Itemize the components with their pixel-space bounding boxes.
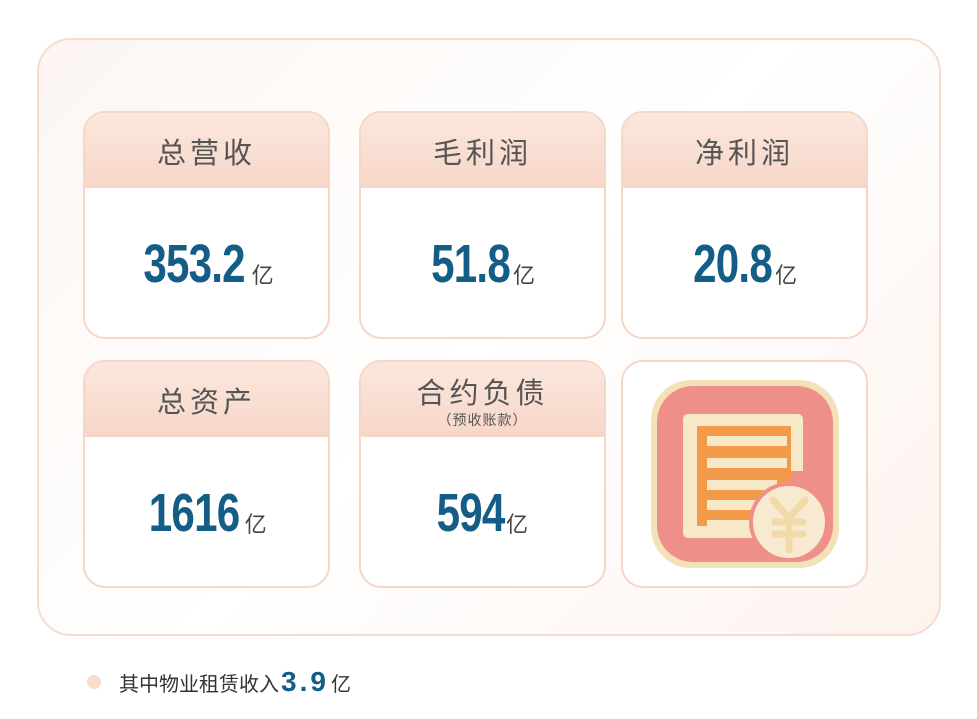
card-value: 20.8 bbox=[693, 233, 773, 294]
card-title: 净利润 bbox=[694, 135, 794, 170]
footer-value: 3.9 bbox=[281, 666, 329, 697]
card-value: 353.2 bbox=[143, 233, 246, 294]
card-unit: 亿 bbox=[513, 263, 536, 289]
card-gross-profit: 毛利润 51.8 亿 bbox=[359, 111, 606, 339]
icon-card bbox=[621, 360, 868, 588]
bullet-dot bbox=[87, 675, 101, 689]
card-value: 51.8 bbox=[431, 233, 511, 294]
card-unit: 亿 bbox=[506, 512, 529, 538]
card-title: 合约负债 bbox=[416, 375, 549, 410]
card-unit: 亿 bbox=[244, 512, 267, 538]
card-value: 594 bbox=[436, 482, 506, 543]
card-title: 总资产 bbox=[156, 384, 256, 419]
card-unit: 亿 bbox=[775, 263, 798, 289]
card-contract-liabilities: 合约负债 （预收账款） 594 亿 bbox=[359, 360, 606, 588]
card-title: 总营收 bbox=[156, 135, 256, 170]
card-total-revenue: 总营收 353.2 亿 bbox=[83, 111, 330, 339]
footer-unit: 亿 bbox=[330, 671, 351, 696]
footer-prefix: 其中物业租赁收入 bbox=[119, 671, 279, 696]
card-total-assets: 总资产 1616 亿 bbox=[83, 360, 330, 588]
card-title: 毛利润 bbox=[432, 135, 532, 170]
card-value: 1616 bbox=[149, 482, 240, 543]
invoice-yuan-icon bbox=[650, 380, 839, 568]
card-net-profit: 净利润 20.8 亿 bbox=[621, 111, 868, 339]
card-unit: 亿 bbox=[251, 263, 274, 289]
card-subtitle: （预收账款） bbox=[437, 412, 528, 429]
footer-note: 其中物业租赁收入 3.9 亿 bbox=[87, 666, 351, 698]
